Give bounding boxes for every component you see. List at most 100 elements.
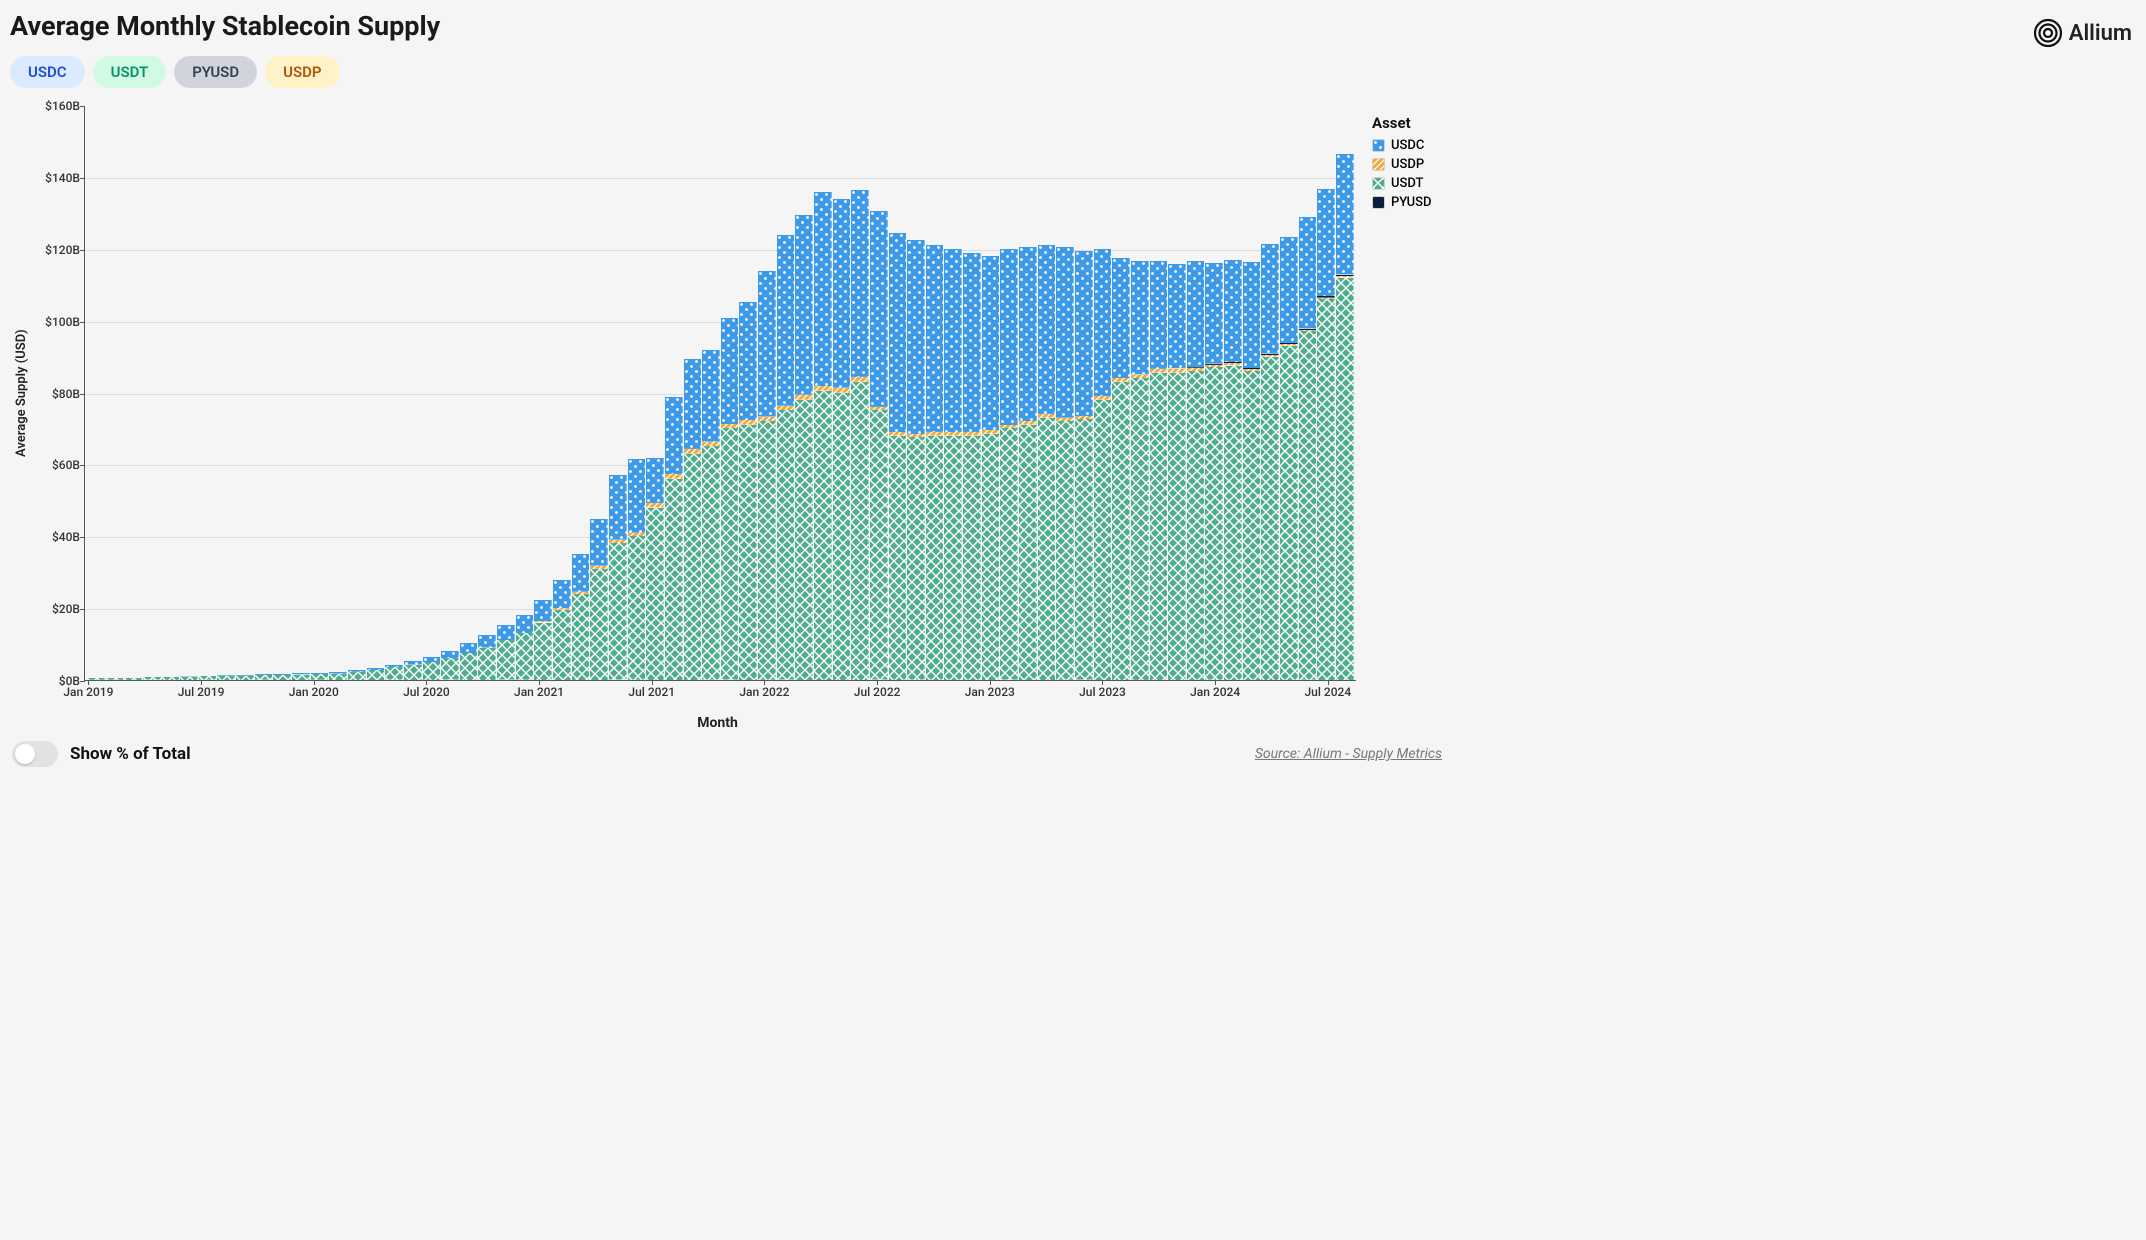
bar[interactable] <box>1317 189 1335 680</box>
bar-seg-usdt <box>534 623 552 681</box>
bar[interactable] <box>367 668 385 680</box>
bar-seg-usdt <box>944 436 962 680</box>
legend-item-usdc[interactable]: USDC <box>1372 138 1444 153</box>
bar[interactable] <box>404 661 422 680</box>
bar[interactable] <box>329 672 347 680</box>
bar[interactable] <box>385 665 403 680</box>
pill-usdc[interactable]: USDC <box>10 56 85 88</box>
bar-seg-usdc <box>739 302 757 421</box>
bar-seg-usdc <box>889 233 907 432</box>
pill-usdp[interactable]: USDP <box>265 56 339 88</box>
bar[interactable] <box>273 674 291 680</box>
bar[interactable] <box>814 192 832 680</box>
pill-usdt[interactable]: USDT <box>93 56 167 88</box>
bar[interactable] <box>348 670 366 680</box>
bar[interactable] <box>628 459 646 680</box>
bar[interactable] <box>180 676 198 680</box>
bar[interactable] <box>1075 251 1093 680</box>
bar[interactable] <box>1224 260 1242 680</box>
bar[interactable] <box>777 235 795 680</box>
bar[interactable] <box>255 674 273 680</box>
bar[interactable] <box>497 625 515 680</box>
source-link[interactable]: Source: Allium - Supply Metrics <box>1255 746 1442 762</box>
bar[interactable] <box>646 458 664 680</box>
bar[interactable] <box>460 643 478 680</box>
bar[interactable] <box>609 475 627 680</box>
bar[interactable] <box>1150 261 1168 680</box>
bar-seg-usdc <box>1168 264 1186 368</box>
bar[interactable] <box>889 233 907 680</box>
bar[interactable] <box>217 675 235 680</box>
bar[interactable] <box>963 253 981 680</box>
bar[interactable] <box>758 271 776 680</box>
x-tick-label: Jul 2021 <box>628 685 675 699</box>
bar-seg-usdt <box>628 536 646 680</box>
bar[interactable] <box>907 240 925 680</box>
bar[interactable] <box>124 678 142 680</box>
bar[interactable] <box>1038 245 1056 680</box>
bar[interactable] <box>684 359 702 680</box>
bar[interactable] <box>1131 261 1149 680</box>
bar[interactable] <box>982 256 1000 680</box>
bar-seg-usdt <box>1187 371 1205 680</box>
bar-seg-usdt <box>348 672 366 680</box>
pill-pyusd[interactable]: PYUSD <box>174 56 257 88</box>
bar[interactable] <box>851 190 869 680</box>
bar[interactable] <box>236 675 254 680</box>
bar[interactable] <box>1168 264 1186 680</box>
bar[interactable] <box>553 580 571 680</box>
bar[interactable] <box>423 657 441 680</box>
bar-seg-usdc <box>665 397 683 474</box>
bar-seg-usdt <box>1336 278 1354 681</box>
bar[interactable] <box>1056 247 1074 680</box>
bar[interactable] <box>199 676 217 680</box>
bar[interactable] <box>143 677 161 680</box>
bar[interactable] <box>665 397 683 680</box>
bar-seg-usdt <box>982 434 1000 680</box>
bar[interactable] <box>795 215 813 680</box>
bar[interactable] <box>1000 249 1018 680</box>
bar[interactable] <box>478 635 496 680</box>
legend-item-usdp[interactable]: USDP <box>1372 157 1444 172</box>
chart-title: Average Monthly Stablecoin Supply <box>10 10 440 42</box>
bar[interactable] <box>1019 247 1037 680</box>
bar[interactable] <box>721 318 739 680</box>
legend-item-usdt[interactable]: USDT <box>1372 176 1444 191</box>
bar[interactable] <box>106 678 124 680</box>
bar[interactable] <box>870 211 888 680</box>
bar[interactable] <box>944 249 962 680</box>
bar[interactable] <box>926 245 944 680</box>
bar[interactable] <box>1299 217 1317 680</box>
bar[interactable] <box>1094 249 1112 680</box>
bar[interactable] <box>1112 258 1130 680</box>
bar[interactable] <box>516 615 534 680</box>
x-tick-label: Jul 2023 <box>1079 685 1126 699</box>
pct-toggle[interactable] <box>12 741 58 767</box>
legend-swatch <box>1372 158 1385 171</box>
bar-seg-usdt <box>1243 371 1261 680</box>
x-tick-label: Jul 2022 <box>854 685 901 699</box>
bar[interactable] <box>1280 237 1298 680</box>
bar-seg-usdt <box>1261 357 1279 680</box>
bar[interactable] <box>572 554 590 680</box>
bar[interactable] <box>87 678 105 680</box>
bar[interactable] <box>702 350 720 680</box>
bar[interactable] <box>441 651 459 680</box>
bar[interactable] <box>162 677 180 680</box>
bar-seg-usdc <box>1038 245 1056 414</box>
bar-seg-usdc <box>460 643 478 653</box>
bar[interactable] <box>534 600 552 680</box>
legend-item-pyusd[interactable]: PYUSD <box>1372 195 1444 210</box>
bar[interactable] <box>1261 244 1279 680</box>
bar[interactable] <box>1205 263 1223 680</box>
bar-seg-usdc <box>926 245 944 432</box>
bar[interactable] <box>833 199 851 680</box>
bar[interactable] <box>739 302 757 680</box>
bar[interactable] <box>311 673 329 680</box>
bar[interactable] <box>1243 262 1261 680</box>
bar[interactable] <box>292 673 310 680</box>
bar[interactable] <box>590 519 608 680</box>
bar[interactable] <box>1336 154 1354 680</box>
bar-seg-usdc <box>721 318 739 424</box>
bar[interactable] <box>1187 261 1205 680</box>
